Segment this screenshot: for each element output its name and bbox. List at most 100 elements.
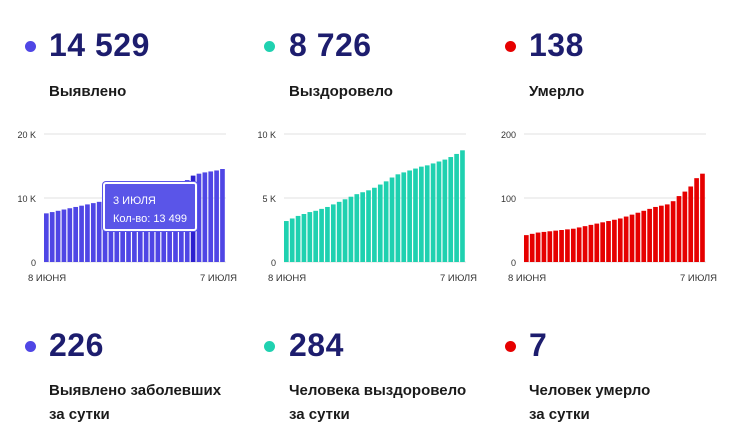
bar	[289, 218, 295, 262]
bar	[541, 231, 547, 262]
daily-identified-value: 226	[49, 327, 104, 363]
bar	[295, 215, 301, 262]
bar	[214, 170, 219, 262]
bar	[389, 177, 395, 262]
bar	[576, 227, 582, 262]
bar	[44, 213, 49, 262]
bar	[553, 230, 559, 262]
bar	[647, 208, 652, 262]
bar	[582, 226, 588, 262]
daily-recovered-label-line1: Человека выздоровело	[289, 382, 467, 399]
bar	[682, 191, 688, 262]
bar	[524, 235, 529, 262]
bar	[670, 201, 676, 262]
bar	[319, 208, 324, 262]
x-tick-label-end: 7 ИЮЛЯ	[200, 273, 237, 284]
bar	[629, 214, 635, 262]
y-tick-label: 10 K	[257, 130, 276, 140]
identified-label: Выявлено	[49, 83, 127, 100]
identified-total: 14 529	[49, 27, 150, 63]
bar	[49, 212, 55, 262]
bar	[588, 224, 594, 262]
bar	[454, 153, 459, 262]
bar	[694, 178, 699, 262]
bar	[529, 233, 535, 262]
bar	[61, 209, 67, 262]
bar	[676, 196, 682, 262]
stat-dot-daily-recovered	[264, 341, 275, 352]
y-tick-label: 200	[501, 130, 516, 140]
bar	[307, 212, 313, 262]
bar	[413, 168, 418, 262]
daily-deaths-label-line2: за сутки	[529, 406, 590, 423]
recovered-total: 8 726	[289, 27, 372, 63]
bar	[430, 163, 436, 262]
bar	[55, 210, 61, 262]
bar	[635, 212, 641, 262]
bar	[688, 186, 694, 262]
bar	[67, 208, 73, 262]
bar	[313, 210, 319, 262]
deaths-label: Умерло	[529, 83, 585, 100]
bar	[284, 221, 289, 262]
bar	[600, 222, 605, 262]
deaths-total: 138	[529, 27, 584, 63]
bar	[653, 206, 658, 262]
daily-identified-label-line2: за сутки	[49, 406, 110, 423]
deaths-chart[interactable]: 200 100 0 8 ИЮНЯ 7 ИЮЛЯ	[488, 128, 718, 288]
bar	[407, 170, 412, 262]
bar	[366, 190, 371, 262]
bar	[559, 230, 564, 262]
bar	[700, 173, 705, 262]
bar	[360, 192, 365, 262]
y-tick-label: 0	[511, 258, 516, 268]
bar	[202, 172, 208, 262]
bar	[641, 210, 647, 262]
bar	[659, 205, 664, 262]
bar	[395, 174, 401, 262]
bar	[535, 232, 541, 262]
bar	[617, 218, 623, 262]
bar	[330, 204, 336, 262]
y-tick-label: 10 K	[17, 194, 36, 204]
tooltip-count: Кол-во: 13 499	[113, 213, 187, 225]
bar	[436, 161, 442, 262]
bar	[565, 229, 570, 262]
bar	[547, 231, 553, 262]
recovered-chart[interactable]: 10 K 5 K 0 8 ИЮНЯ 7 ИЮЛЯ	[248, 128, 478, 288]
bar	[354, 194, 360, 262]
bar	[372, 187, 377, 262]
y-tick-label: 100	[501, 194, 516, 204]
bar	[220, 169, 225, 262]
x-tick-label-end: 7 ИЮЛЯ	[680, 273, 717, 284]
bar	[612, 219, 617, 262]
daily-recovered-value: 284	[289, 327, 344, 363]
x-tick-label-start: 8 ИЮНЯ	[28, 273, 66, 284]
bar	[606, 221, 611, 262]
bar	[73, 206, 79, 262]
bar	[570, 228, 576, 262]
bar	[623, 216, 629, 262]
bar	[102, 200, 108, 262]
bar	[85, 204, 90, 262]
bar	[594, 223, 600, 262]
bar	[90, 203, 96, 262]
y-tick-label: 0	[271, 258, 276, 268]
stat-dot-identified	[25, 41, 36, 52]
stat-dot-deaths	[505, 41, 516, 52]
daily-identified-label-line1: Выявлено заболевших	[49, 382, 222, 399]
stat-dot-recovered	[264, 41, 275, 52]
bar	[419, 166, 424, 262]
chart-tooltip: 3 ИЮЛЯ Кол-во: 13 499	[103, 182, 197, 231]
bar	[383, 181, 389, 262]
stat-dot-daily-deaths	[505, 341, 516, 352]
bar	[208, 171, 214, 262]
x-tick-label-start: 8 ИЮНЯ	[268, 273, 306, 284]
bar	[196, 173, 202, 262]
stat-dot-daily-identified	[25, 341, 36, 352]
bar	[325, 206, 330, 262]
bar	[301, 214, 307, 262]
bar	[424, 165, 430, 262]
bar	[460, 150, 465, 262]
bar	[448, 157, 454, 262]
